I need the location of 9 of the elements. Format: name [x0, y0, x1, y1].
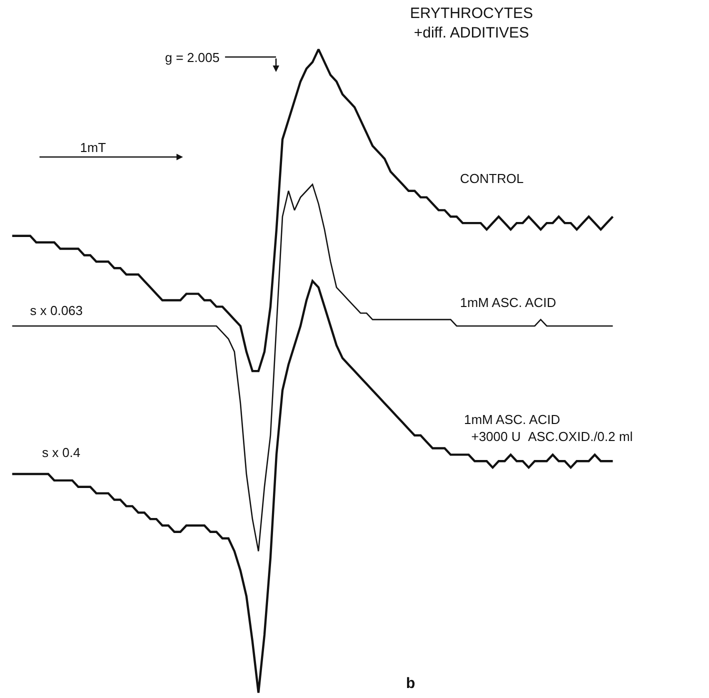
- annotation: g = 2.005: [165, 50, 220, 65]
- annotation: b: [406, 675, 416, 692]
- annotation: s x 0.4: [42, 445, 80, 460]
- text: CONTROL: [460, 171, 524, 186]
- annotation: 1mT: [80, 140, 106, 155]
- chart-title: ERYTHROCYTES +diff. ADDITIVES: [410, 5, 534, 42]
- series-label: 1mM ASC. ACID +3000 U ASC.OXID./0.2 ml: [464, 412, 633, 444]
- series-label: 1mM ASC. ACID: [460, 295, 556, 310]
- annotation: s x 0.063: [30, 303, 83, 318]
